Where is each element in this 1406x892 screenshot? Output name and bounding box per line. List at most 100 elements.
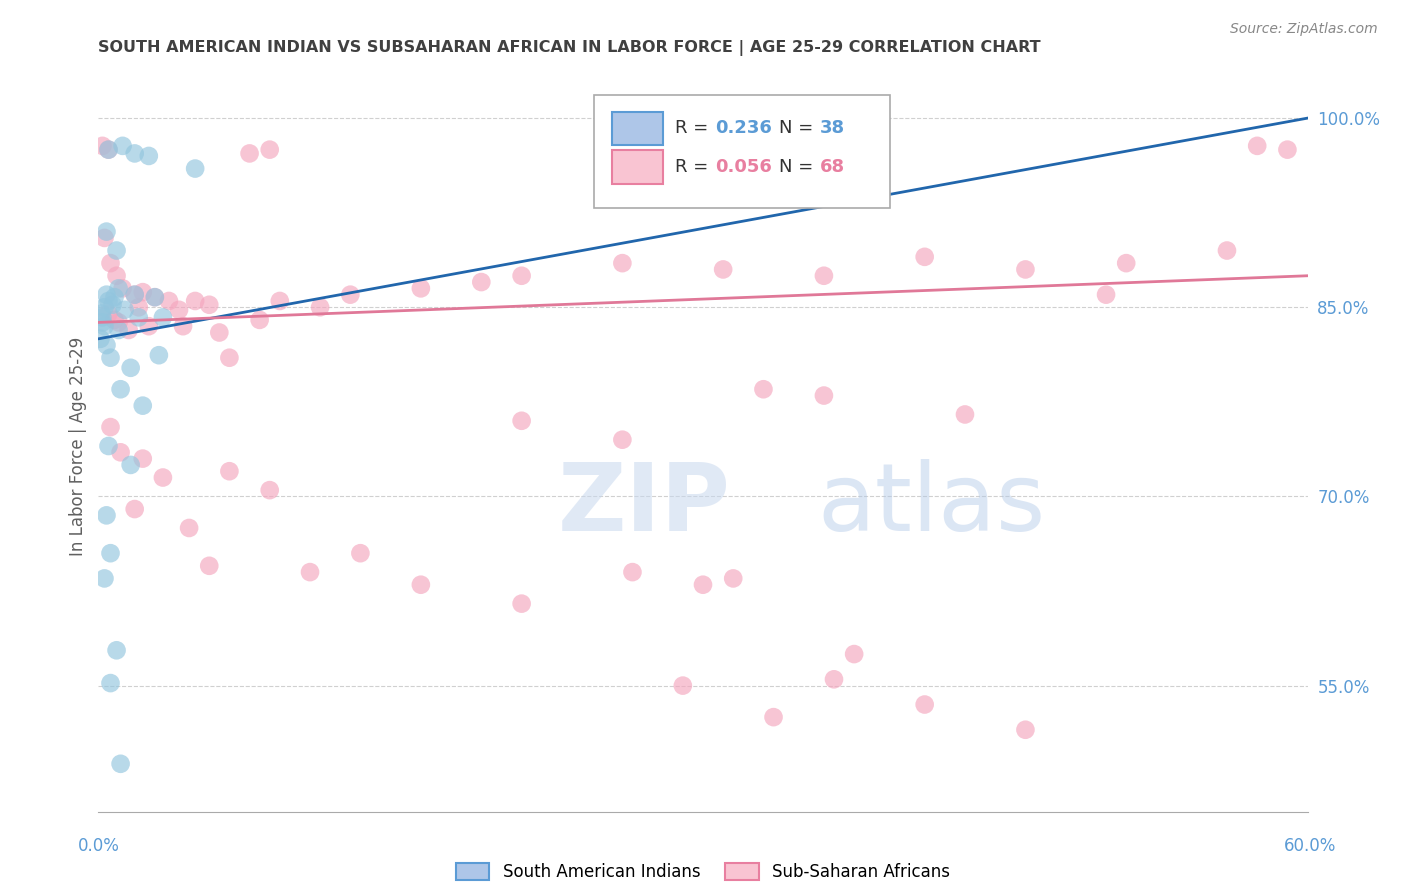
- Point: [93, 319, 115, 334]
- Point: [339, 287, 361, 301]
- Point: [110, 445, 132, 459]
- Legend: South American Indians, Sub-Saharan Africans: South American Indians, Sub-Saharan Afri…: [450, 856, 956, 888]
- Point: [96, 225, 118, 239]
- Point: [299, 565, 322, 579]
- Point: [672, 679, 695, 693]
- Text: 68: 68: [820, 158, 845, 176]
- Point: [249, 313, 271, 327]
- Point: [711, 262, 734, 277]
- Point: [97, 293, 120, 308]
- Point: [309, 300, 332, 314]
- Point: [107, 315, 129, 329]
- Text: R =: R =: [675, 119, 714, 136]
- Point: [124, 287, 146, 301]
- Point: [103, 290, 125, 304]
- Point: [97, 143, 120, 157]
- Point: [148, 348, 170, 362]
- Point: [349, 546, 371, 560]
- Point: [259, 483, 281, 497]
- Point: [132, 451, 155, 466]
- Point: [409, 281, 432, 295]
- Point: [96, 287, 118, 301]
- Text: atlas: atlas: [818, 458, 1046, 550]
- Point: [510, 597, 533, 611]
- Point: [89, 332, 111, 346]
- Point: [111, 281, 134, 295]
- Point: [762, 710, 785, 724]
- Point: [1115, 256, 1137, 270]
- Point: [100, 546, 122, 560]
- Point: [100, 420, 122, 434]
- Point: [128, 300, 150, 314]
- Point: [218, 464, 240, 478]
- Point: [157, 293, 180, 308]
- Point: [93, 231, 115, 245]
- Point: [198, 558, 221, 573]
- Point: [914, 250, 936, 264]
- Point: [1095, 287, 1118, 301]
- Point: [128, 310, 150, 325]
- Point: [692, 578, 714, 592]
- Text: SOUTH AMERICAN INDIAN VS SUBSAHARAN AFRICAN IN LABOR FORCE | AGE 25-29 CORRELATI: SOUTH AMERICAN INDIAN VS SUBSAHARAN AFRI…: [98, 40, 1040, 56]
- Point: [1246, 139, 1268, 153]
- Text: 60.0%: 60.0%: [1284, 837, 1337, 855]
- Point: [107, 281, 129, 295]
- Point: [97, 439, 120, 453]
- Point: [91, 310, 114, 325]
- Point: [409, 578, 432, 592]
- Point: [179, 521, 201, 535]
- Point: [218, 351, 240, 365]
- Point: [96, 338, 118, 352]
- Point: [752, 382, 775, 396]
- FancyBboxPatch shape: [595, 95, 890, 209]
- Point: [110, 756, 132, 771]
- Point: [612, 433, 634, 447]
- FancyBboxPatch shape: [613, 151, 664, 184]
- Point: [118, 323, 141, 337]
- Point: [152, 310, 174, 325]
- Point: [612, 256, 634, 270]
- Text: N =: N =: [779, 158, 820, 176]
- Text: 0.236: 0.236: [716, 119, 772, 136]
- FancyBboxPatch shape: [613, 112, 664, 145]
- Point: [1277, 143, 1299, 157]
- Point: [510, 414, 533, 428]
- Point: [101, 298, 124, 312]
- Point: [107, 323, 129, 337]
- Point: [120, 458, 142, 472]
- Point: [167, 302, 190, 317]
- Point: [124, 287, 146, 301]
- Text: ZIP: ZIP: [558, 458, 731, 550]
- Point: [138, 319, 160, 334]
- Point: [138, 149, 160, 163]
- Point: [953, 408, 976, 422]
- Point: [1216, 244, 1239, 258]
- Point: [111, 139, 134, 153]
- Point: [172, 319, 194, 334]
- Point: [259, 143, 281, 157]
- Text: 0.0%: 0.0%: [77, 837, 120, 855]
- Text: 0.056: 0.056: [716, 158, 772, 176]
- Point: [813, 268, 835, 283]
- Point: [105, 268, 128, 283]
- Point: [93, 300, 115, 314]
- Point: [1014, 262, 1036, 277]
- Point: [100, 256, 122, 270]
- Point: [132, 399, 155, 413]
- Text: N =: N =: [779, 119, 820, 136]
- Point: [96, 508, 118, 523]
- Point: [105, 643, 128, 657]
- Point: [97, 143, 120, 157]
- Point: [844, 647, 866, 661]
- Text: R =: R =: [675, 158, 714, 176]
- Point: [184, 161, 207, 176]
- Point: [470, 275, 492, 289]
- Point: [100, 676, 122, 690]
- Y-axis label: In Labor Force | Age 25-29: In Labor Force | Age 25-29: [69, 336, 87, 556]
- Point: [90, 307, 112, 321]
- Point: [1014, 723, 1036, 737]
- Point: [100, 351, 122, 365]
- Point: [91, 315, 114, 329]
- Point: [152, 470, 174, 484]
- Point: [143, 290, 166, 304]
